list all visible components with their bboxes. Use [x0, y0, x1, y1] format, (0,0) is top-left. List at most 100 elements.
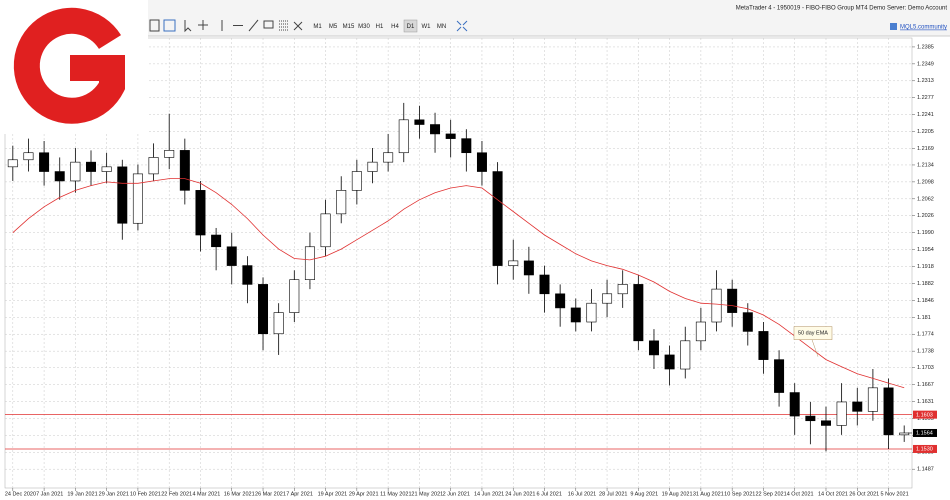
- candle-body: [633, 284, 644, 342]
- candle-body: [742, 312, 753, 332]
- x-tick-label: 10 Sep 2021: [724, 491, 755, 497]
- candle-body: [617, 284, 628, 295]
- icon[interactable]: [263, 20, 274, 29]
- x-tick-label: 6 Jul 2021: [537, 491, 562, 497]
- y-tick-label: 1.1990: [917, 230, 934, 236]
- button-pressed: [403, 19, 418, 33]
- y-tick-label: 1.2277: [917, 95, 934, 101]
- icon[interactable]: [163, 19, 176, 32]
- candle-body: [367, 161, 378, 172]
- y-tick-label: 1.1631: [917, 399, 934, 405]
- icon[interactable]: [198, 20, 208, 30]
- x-tick-label: 2 Jun 2021: [443, 491, 470, 497]
- icon[interactable]: [149, 19, 160, 32]
- x-tick-label: 31 Aug 2021: [693, 491, 724, 497]
- x-tick-label: 22 Sep 2021: [755, 491, 786, 497]
- y-tick-label: 1.2026: [917, 213, 934, 219]
- y-tick-label: 1.1487: [917, 467, 934, 473]
- candle-body: [727, 288, 738, 313]
- x-tick-label: 7 Jan 2021: [36, 491, 63, 497]
- candle-body: [586, 302, 597, 323]
- current-price-tag: [913, 428, 937, 437]
- current-price-label: 1.1564: [916, 431, 933, 437]
- x-tick-label: 29 Jan 2021: [99, 491, 129, 497]
- candle-body: [461, 138, 472, 154]
- price-line-tag: [913, 410, 937, 419]
- candle-body: [195, 190, 206, 236]
- y-tick-label: 1.1595: [917, 416, 934, 422]
- candle-body: [86, 161, 96, 172]
- x-tick-label: 14 Jun 2021: [474, 491, 504, 497]
- timeframe-button[interactable]: M30: [358, 24, 370, 30]
- candle-body: [805, 415, 816, 422]
- y-tick-label: 1.1882: [917, 281, 934, 287]
- x-tick-label: 28 Jul 2021: [599, 491, 627, 497]
- mql5-link[interactable]: MQL5.community: [900, 25, 947, 31]
- plot: 1.2385 1.2349 1.2313 1.2277 1.2241 1.2205 1.21…: [5, 38, 937, 497]
- icon[interactable]: [279, 20, 289, 31]
- candle-body: [39, 152, 50, 172]
- x-tick-label: 16 Jul 2021: [568, 491, 596, 497]
- candle-body: [383, 152, 394, 163]
- candle-body: [23, 152, 34, 161]
- y-tick-label: 1.2062: [917, 196, 934, 202]
- candle-body: [570, 307, 581, 323]
- icon[interactable]: [456, 20, 468, 32]
- timeframe-button[interactable]: M5: [329, 24, 338, 30]
- timeframe-button[interactable]: M1: [313, 24, 322, 30]
- timeframe-button[interactable]: H1: [376, 24, 384, 30]
- x-tick-label: 9 Aug 2021: [630, 491, 658, 497]
- candle-body: [774, 359, 785, 393]
- candle-body: [852, 401, 863, 412]
- timeframe-button[interactable]: D1: [407, 24, 415, 30]
- x-tick-label: 26 Oct 2021: [849, 491, 879, 497]
- y-tick-label: 1.1918: [917, 264, 934, 270]
- candle-body: [476, 152, 487, 172]
- candle-body: [54, 171, 65, 182]
- candle-body: [242, 265, 253, 285]
- candle-body: [101, 166, 112, 172]
- toolbar: [0, 0, 950, 36]
- y-tick-label: 1.2134: [917, 162, 934, 168]
- toolbar-icons: [149, 19, 468, 33]
- candle-body: [695, 321, 706, 342]
- window-title: MetaTrader 4 - 1950019 - FIBO-FIBO Group…: [736, 6, 948, 12]
- timeframe-button[interactable]: H4: [391, 24, 399, 30]
- candle-body: [445, 133, 456, 139]
- candle-body: [258, 284, 269, 335]
- price-line-tag: [913, 444, 937, 453]
- y-tick-label: 1.1846: [917, 298, 934, 304]
- y-tick-label: 1.1667: [917, 382, 934, 388]
- timeframe-button[interactable]: MN: [437, 24, 446, 30]
- candle-body: [555, 293, 566, 309]
- candle-body: [289, 279, 300, 313]
- icon[interactable]: [293, 21, 303, 31]
- link-icon: [890, 23, 897, 30]
- y-tick-label: 1.1954: [917, 247, 934, 253]
- candle-body: [523, 260, 534, 276]
- x-tick-label: 5 Nov 2021: [881, 491, 909, 497]
- candle-body: [508, 260, 519, 266]
- candle-body: [211, 234, 222, 248]
- timeframe-button[interactable]: W1: [422, 24, 432, 30]
- y-tick-label: 1.1703: [917, 365, 934, 371]
- x-tick-label: 16 Mar 2021: [224, 491, 255, 497]
- candle-body: [820, 420, 831, 426]
- x-tick-label: 29 Apr 2021: [349, 491, 379, 497]
- icon[interactable]: [184, 20, 192, 33]
- candle-body: [758, 331, 769, 360]
- x-tick-label: 26 Mar 2021: [255, 491, 286, 497]
- x-tick-label: 4 Oct 2021: [787, 491, 814, 497]
- candle-body: [414, 119, 425, 125]
- ema-line: [12, 178, 905, 389]
- candle-body: [7, 159, 18, 168]
- candle-body: [883, 387, 894, 436]
- candle-body: [164, 150, 175, 158]
- price-line-label: 1.1603: [916, 412, 933, 418]
- icon[interactable]: [248, 19, 259, 32]
- x-tick-label: 19 Jan 2021: [67, 491, 97, 497]
- timeframe-button[interactable]: M15: [343, 24, 355, 30]
- x-tick-label: 22 Feb 2021: [161, 491, 192, 497]
